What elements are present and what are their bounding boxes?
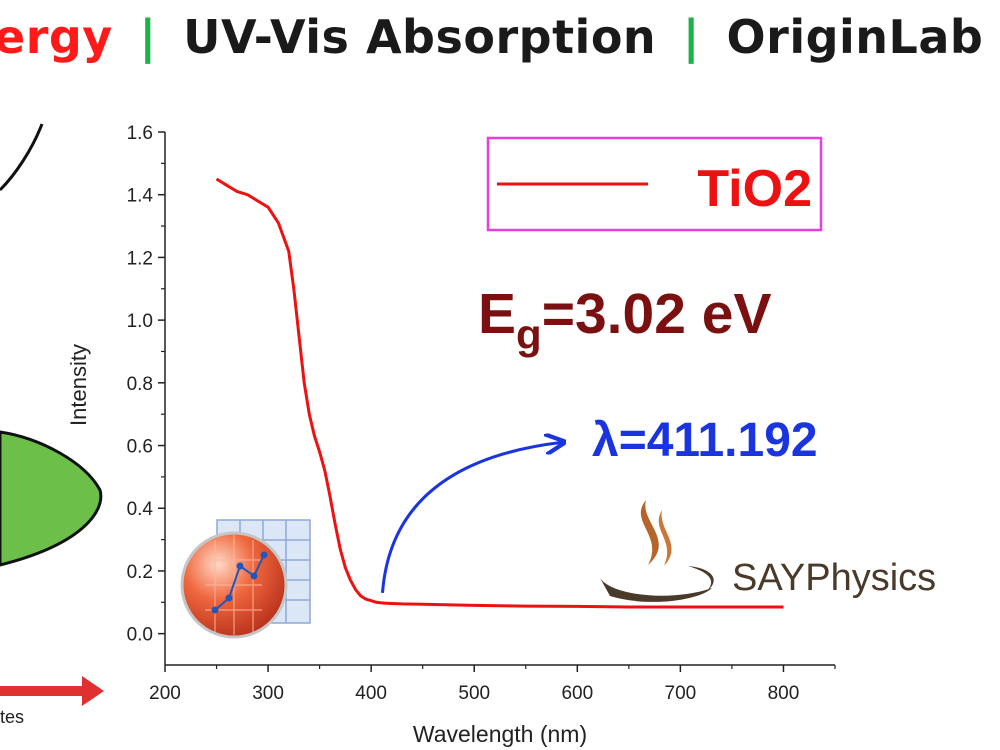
bandgap-value: =3.02 eV bbox=[542, 282, 772, 346]
bandgap-symbol: E bbox=[478, 282, 516, 346]
lambda-arrow bbox=[381, 442, 562, 594]
y-tick-label: 0.6 bbox=[127, 437, 153, 458]
title-separator-1: | bbox=[139, 10, 157, 64]
y-tick-label: 0.8 bbox=[127, 374, 153, 395]
x-axis-label: Wavelength (nm) bbox=[413, 721, 587, 747]
left-red-arrow-icon bbox=[0, 676, 104, 706]
title-bar: ergy | UV-Vis Absorption | OriginLab bbox=[0, 10, 1000, 86]
left-diagram: tes bbox=[0, 123, 104, 727]
legend-label-tio2: TiO2 bbox=[697, 160, 812, 218]
title-separator-2: | bbox=[682, 10, 701, 64]
y-tick-label: 0.2 bbox=[127, 562, 153, 583]
y-tick-label: 1.0 bbox=[127, 311, 153, 332]
title-segment-originlab: OriginLab bbox=[726, 10, 984, 64]
sayphysics-watermark: SAYPhysics bbox=[600, 500, 936, 602]
originlab-logo-icon bbox=[180, 519, 311, 639]
y-tick-label: 1.2 bbox=[127, 248, 153, 269]
flame-logo-icon bbox=[600, 500, 714, 602]
y-tick-label: 0.0 bbox=[127, 625, 153, 646]
y-axis-label: Intensity bbox=[66, 344, 91, 426]
lambda-annotation: λ=411.192 bbox=[592, 414, 818, 467]
chart-axes bbox=[164, 132, 835, 666]
x-tick-label: 500 bbox=[458, 683, 490, 704]
title-segment-uvvis: UV-Vis Absorption bbox=[183, 10, 657, 64]
x-tick-label: 400 bbox=[355, 683, 387, 704]
x-tick-label: 800 bbox=[768, 683, 800, 704]
x-tick-label: 300 bbox=[252, 683, 284, 704]
y-tick-label: 1.4 bbox=[127, 186, 154, 207]
left-partial-label: tes bbox=[0, 707, 24, 727]
x-tick-label: 700 bbox=[665, 683, 697, 704]
bandgap-subscript: g bbox=[516, 311, 542, 358]
left-black-curve bbox=[0, 123, 44, 192]
x-ticks: 200 300 400 500 600 700 800 bbox=[149, 665, 836, 704]
left-green-blob bbox=[0, 430, 103, 567]
y-tick-label: 0.4 bbox=[127, 499, 154, 520]
title-segment-energy: ergy bbox=[0, 10, 113, 64]
y-ticks: 0.0 0.2 0.4 0.6 0.8 1.0 1.2 1.4 1.6 bbox=[127, 123, 165, 646]
x-tick-label: 200 bbox=[149, 683, 181, 704]
x-tick-label: 600 bbox=[561, 683, 593, 704]
series-tio2-line bbox=[215, 177, 784, 609]
sayphysics-text: SAYPhysics bbox=[732, 557, 936, 599]
y-tick-label: 1.6 bbox=[127, 123, 153, 144]
bandgap-annotation: Eg=3.02 eV bbox=[478, 282, 771, 358]
legend: TiO2 bbox=[486, 136, 823, 232]
